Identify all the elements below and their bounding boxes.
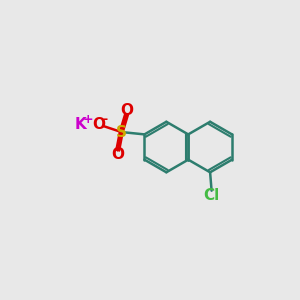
Text: K: K [74, 117, 86, 132]
Text: +: + [83, 113, 94, 126]
Text: -: - [102, 113, 107, 126]
Text: O: O [111, 147, 124, 162]
Text: S: S [116, 124, 127, 140]
Text: O: O [92, 117, 106, 132]
Text: Cl: Cl [203, 188, 220, 203]
Text: O: O [120, 103, 133, 118]
